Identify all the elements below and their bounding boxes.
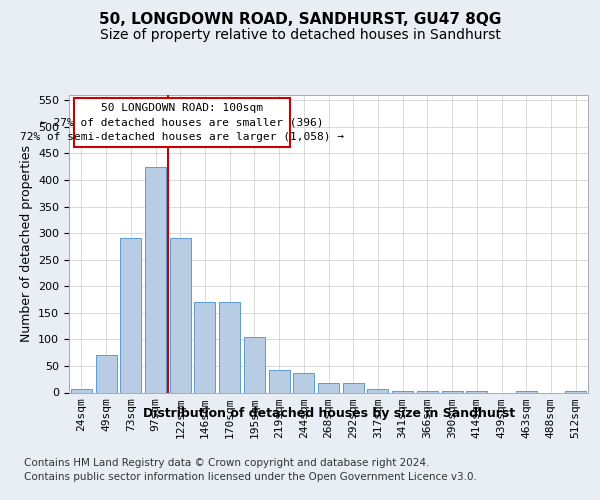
- Bar: [269, 370, 290, 392]
- Text: Size of property relative to detached houses in Sandhurst: Size of property relative to detached ho…: [100, 28, 500, 42]
- Bar: [71, 389, 92, 392]
- FancyBboxPatch shape: [74, 98, 290, 147]
- Bar: [170, 238, 191, 392]
- Bar: [219, 302, 240, 392]
- Bar: [343, 384, 364, 392]
- Y-axis label: Number of detached properties: Number of detached properties: [20, 145, 32, 342]
- Text: 50 LONGDOWN ROAD: 100sqm
← 27% of detached houses are smaller (396)
72% of semi-: 50 LONGDOWN ROAD: 100sqm ← 27% of detach…: [20, 102, 344, 142]
- Bar: [145, 166, 166, 392]
- Bar: [565, 391, 586, 392]
- Bar: [293, 373, 314, 392]
- Bar: [516, 391, 537, 392]
- Bar: [95, 356, 116, 393]
- Bar: [120, 238, 141, 392]
- Text: Contains HM Land Registry data © Crown copyright and database right 2024.: Contains HM Land Registry data © Crown c…: [24, 458, 430, 468]
- Text: Distribution of detached houses by size in Sandhurst: Distribution of detached houses by size …: [143, 408, 515, 420]
- Text: Contains public sector information licensed under the Open Government Licence v3: Contains public sector information licen…: [24, 472, 477, 482]
- Bar: [194, 302, 215, 392]
- Bar: [367, 389, 388, 392]
- Text: 50, LONGDOWN ROAD, SANDHURST, GU47 8QG: 50, LONGDOWN ROAD, SANDHURST, GU47 8QG: [99, 12, 501, 28]
- Bar: [392, 391, 413, 392]
- Bar: [244, 336, 265, 392]
- Bar: [318, 384, 339, 392]
